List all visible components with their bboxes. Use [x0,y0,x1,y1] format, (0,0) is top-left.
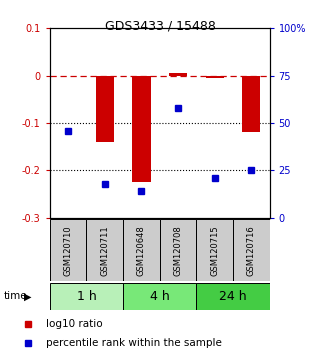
Text: log10 ratio: log10 ratio [46,319,102,329]
Bar [233,219,270,281]
Text: 24 h: 24 h [219,290,247,303]
Text: 1 h: 1 h [76,290,96,303]
Bar [196,219,233,281]
Text: percentile rank within the sample: percentile rank within the sample [46,338,221,348]
Bar [132,76,151,182]
Bar [50,219,86,281]
Bar [123,283,196,310]
Bar [160,219,196,281]
Bar [86,219,123,281]
Bar [123,219,160,281]
Text: GSM120711: GSM120711 [100,225,109,276]
Bar [96,76,114,142]
Bar [50,283,123,310]
Text: GSM120710: GSM120710 [64,225,73,276]
Text: GSM120716: GSM120716 [247,225,256,276]
Text: GDS3433 / 15488: GDS3433 / 15488 [105,19,216,33]
Bar [205,76,224,78]
Text: GSM120715: GSM120715 [210,225,219,276]
Text: ▶: ▶ [23,291,31,302]
Text: time: time [3,291,27,302]
Bar [196,283,270,310]
Bar [169,73,187,76]
Bar [242,76,260,132]
Text: 4 h: 4 h [150,290,169,303]
Text: GSM120648: GSM120648 [137,225,146,276]
Text: GSM120708: GSM120708 [174,225,183,276]
